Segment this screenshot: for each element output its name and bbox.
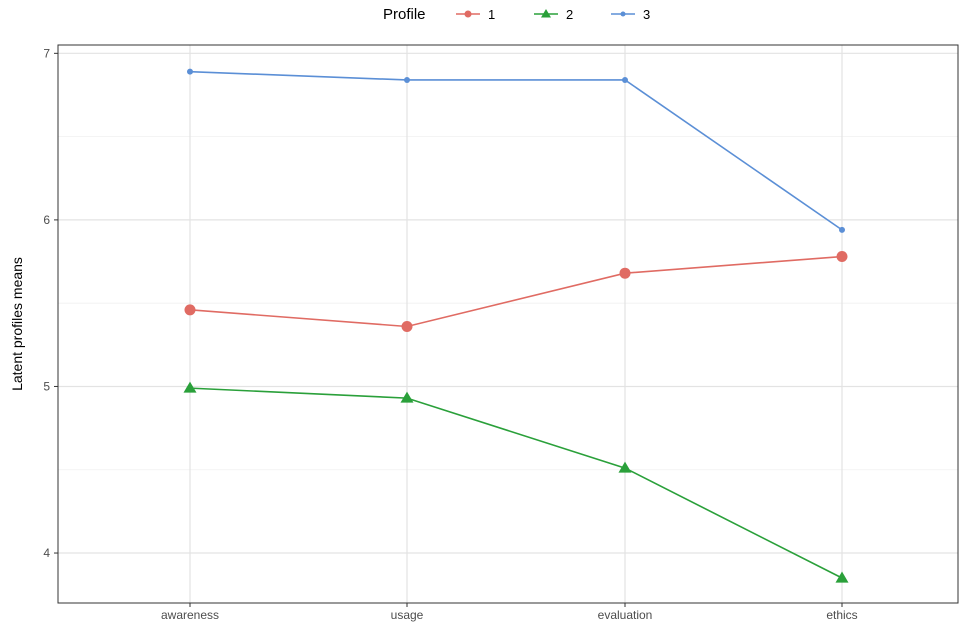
legend-label-2: 2 <box>566 7 573 22</box>
data-point-profile-3 <box>622 76 628 83</box>
series-profile-1 <box>184 251 848 332</box>
x-tick-label: ethics <box>826 608 857 622</box>
data-point-profile-3 <box>187 68 193 75</box>
legend-key-marker-2 <box>541 9 551 18</box>
series-line-profile-3 <box>189 70 843 231</box>
grid <box>58 45 958 603</box>
y-axis: 4 5 6 7 <box>43 46 58 560</box>
data-point-profile-3 <box>839 226 845 233</box>
series-layer <box>183 68 849 583</box>
legend-label-3: 3 <box>643 7 650 22</box>
data-point-profile-2 <box>183 381 197 393</box>
y-tick-label: 4 <box>43 546 50 560</box>
plot-panel-border <box>57 44 959 604</box>
legend-title: Profile <box>383 6 426 23</box>
legend-key-marker-1 <box>464 10 472 18</box>
y-axis-title: Latent profiles means <box>9 257 25 391</box>
series-line-profile-2 <box>189 387 843 579</box>
data-point-profile-1 <box>619 267 631 279</box>
series-profile-3 <box>187 68 845 233</box>
x-tick-label: usage <box>391 608 424 622</box>
legend: Profile 1 2 3 <box>383 6 650 23</box>
data-point-profile-2 <box>835 571 849 583</box>
series-line-profile-1 <box>189 255 843 328</box>
x-tick-label: awareness <box>161 608 219 622</box>
data-point-profile-1 <box>184 304 196 316</box>
x-axis: awareness usage evaluation ethics <box>161 603 858 622</box>
series-profile-2 <box>183 381 849 583</box>
legend-key-marker-3 <box>620 11 626 17</box>
x-tick-label: evaluation <box>598 608 653 622</box>
data-point-profile-2 <box>400 391 414 403</box>
y-tick-label: 5 <box>43 379 50 393</box>
y-tick-label: 7 <box>43 46 50 60</box>
data-point-profile-1 <box>401 320 413 332</box>
legend-label-1: 1 <box>488 7 495 22</box>
y-tick-label: 6 <box>43 213 50 227</box>
data-point-profile-2 <box>618 461 632 473</box>
data-point-profile-3 <box>404 76 410 83</box>
data-point-profile-1 <box>836 251 848 263</box>
